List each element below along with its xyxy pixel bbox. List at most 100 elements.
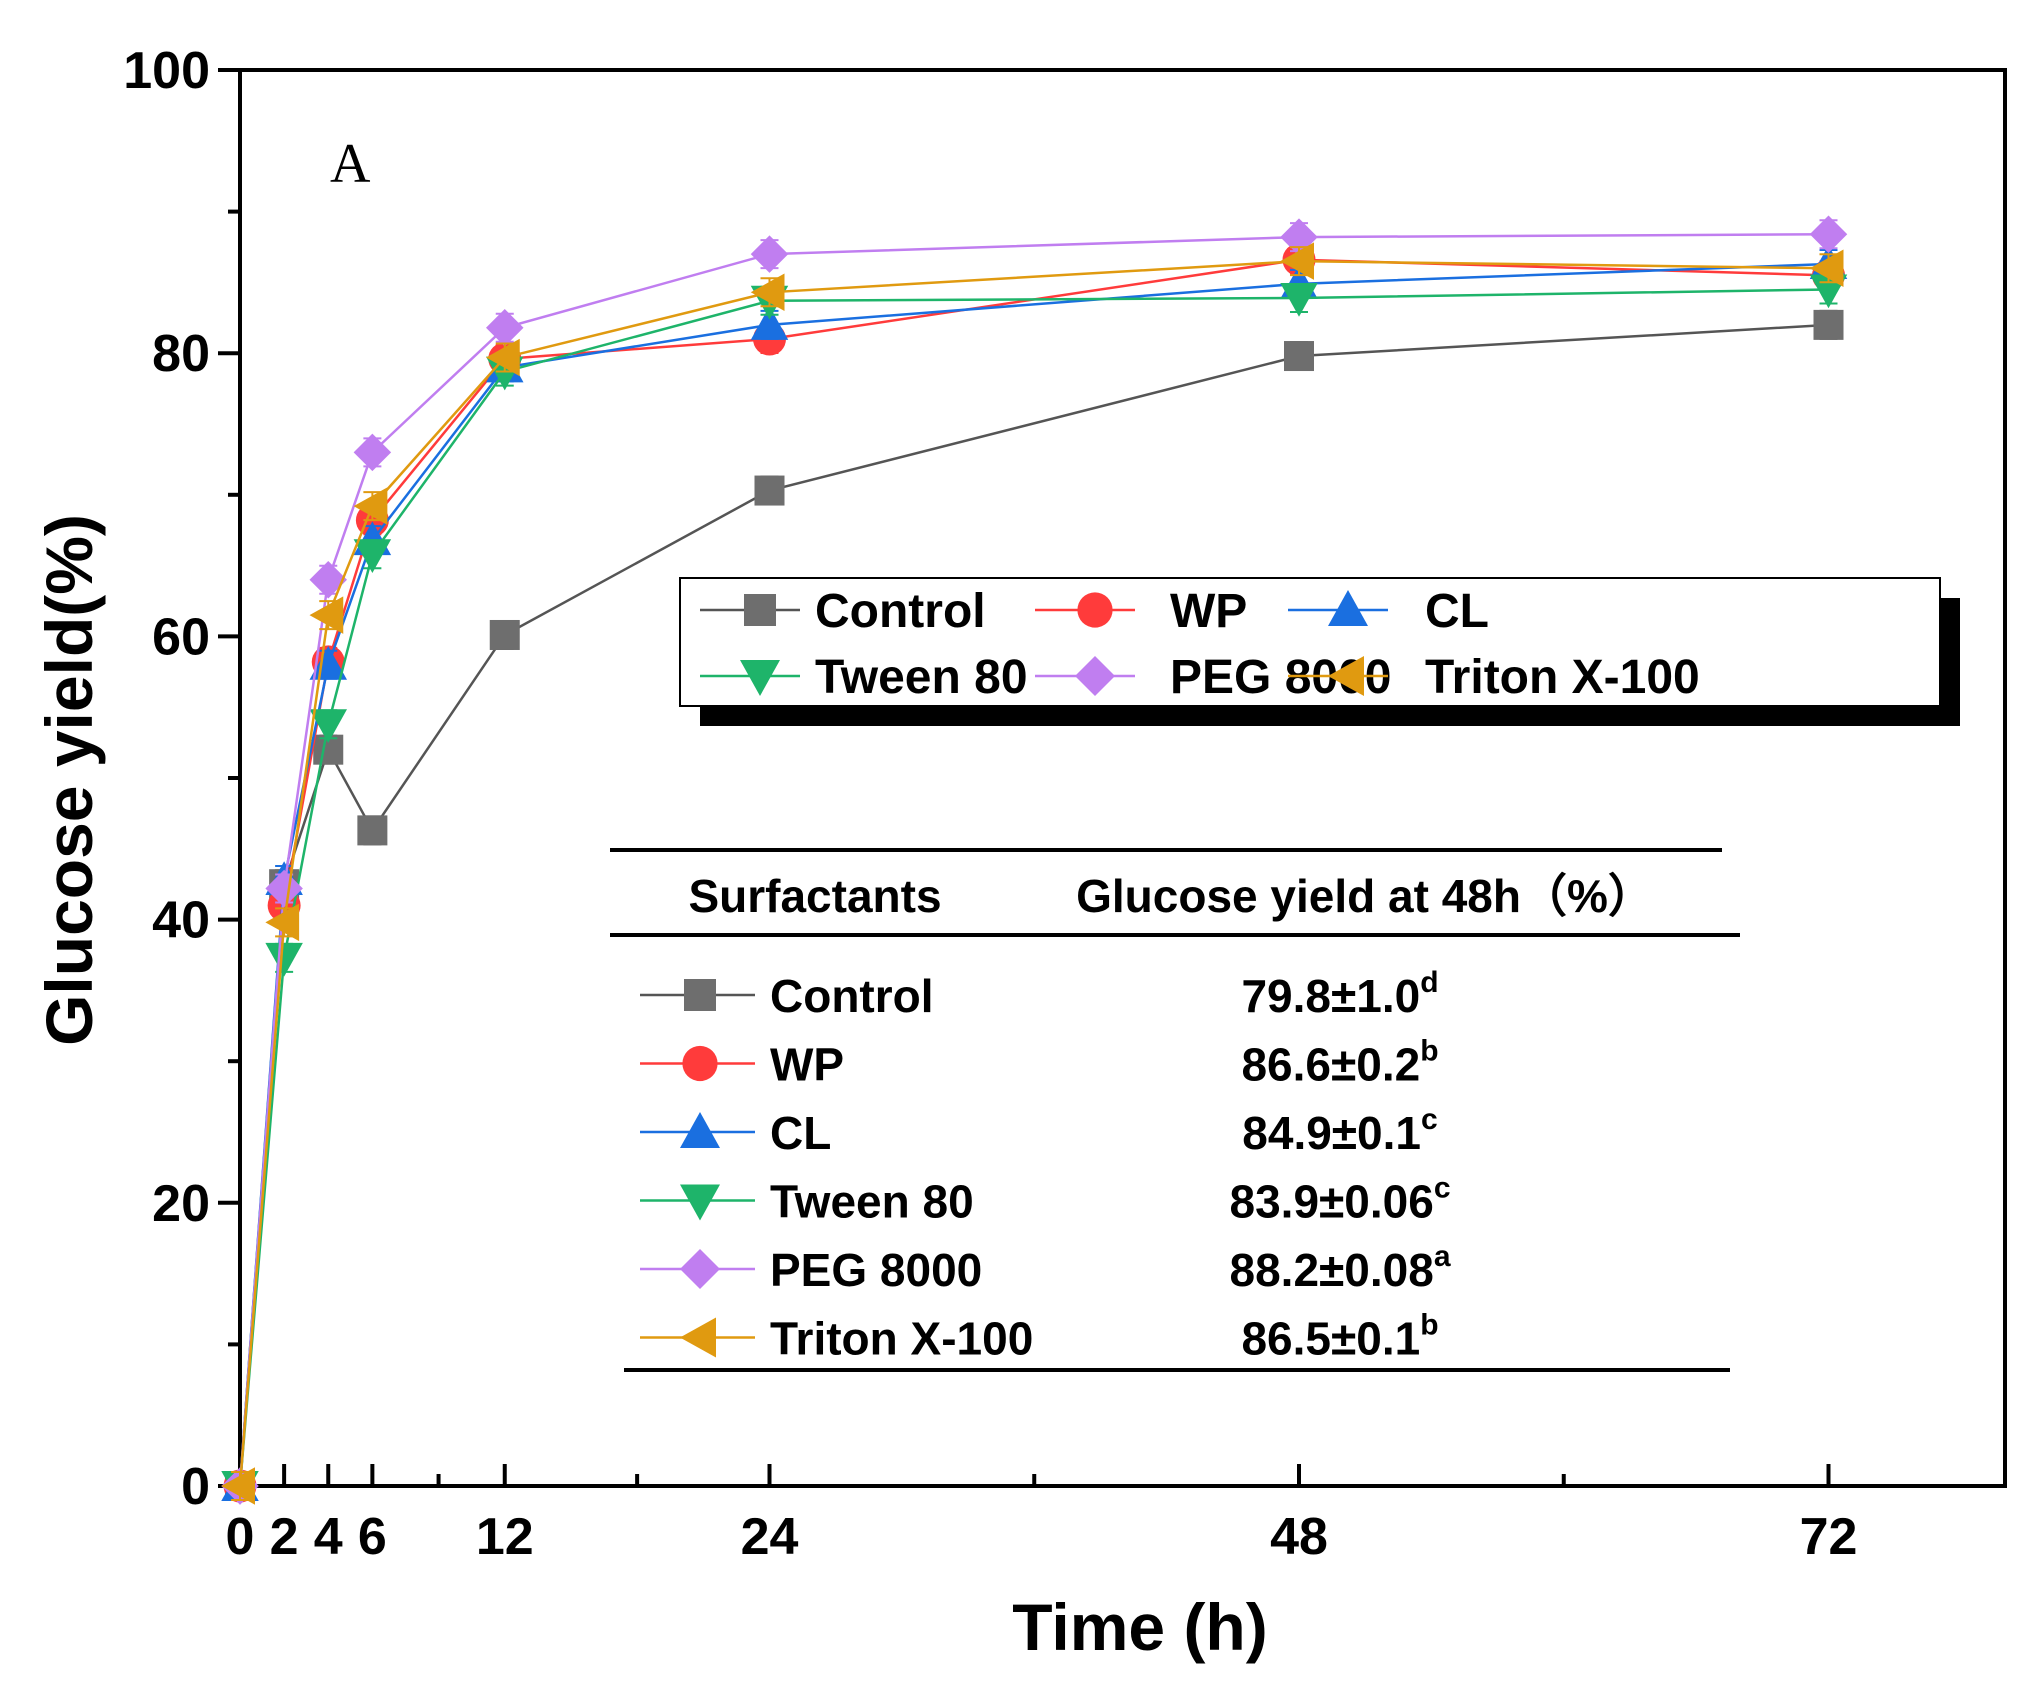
data-point: [353, 487, 388, 525]
legend-item: CL: [1288, 585, 1489, 638]
data-point: [1809, 249, 1844, 287]
data-point: [265, 942, 303, 977]
data-point: [486, 338, 520, 377]
table-row: WP 86.6±0.2b: [640, 1035, 1439, 1091]
data-point: [1284, 341, 1314, 372]
data-point: [1280, 282, 1318, 317]
series-triton-x-100: [221, 242, 1844, 1505]
table-row-name: WP: [770, 1039, 844, 1091]
data-point: [357, 815, 388, 846]
data-point: [265, 869, 303, 908]
y-tick-label: 60: [152, 608, 210, 666]
table-row-value: 79.8±1.0d: [1241, 966, 1438, 1022]
legend-label: CL: [1425, 585, 1489, 638]
legend-marker: [1328, 590, 1368, 626]
table-row-value: 88.2±0.08a: [1230, 1240, 1451, 1296]
data-point: [754, 475, 785, 506]
legend-item: WP: [1035, 585, 1247, 638]
table-row-significance: c: [1421, 1103, 1438, 1136]
legend-item: Triton X-100: [1288, 651, 1700, 704]
table-row-value-text: 83.9±0.06: [1230, 1176, 1434, 1228]
table-row-value: 86.6±0.2b: [1241, 1035, 1438, 1091]
table-row-name: CL: [770, 1107, 831, 1159]
data-point: [309, 709, 347, 743]
legend-item: Control: [700, 585, 986, 638]
y-tick-label: 20: [152, 1175, 210, 1233]
x-tick-label: 6: [358, 1508, 387, 1566]
x-tick-label: 12: [476, 1508, 534, 1566]
table-row: Control 79.8±1.0d: [640, 966, 1439, 1022]
data-point: [265, 903, 300, 942]
y-tick-label: 0: [181, 1458, 210, 1516]
data-point: [486, 308, 524, 347]
table-row-marker: [682, 1045, 718, 1082]
table-row: Tween 80 83.9±0.06c: [640, 1172, 1451, 1228]
plot-frame: [238, 68, 2007, 1488]
table-row-name: Triton X-100: [770, 1313, 1033, 1365]
legend-label: Tween 80: [815, 651, 1028, 704]
table-row-value: 84.9±0.1c: [1242, 1103, 1437, 1159]
x-tick-label: 24: [741, 1508, 799, 1566]
legend-label: Triton X-100: [1425, 651, 1700, 704]
legend-marker: [744, 594, 776, 626]
table-row-marker: [680, 1249, 720, 1289]
y-axis-title: Glucose yield(%): [32, 514, 106, 1046]
legend-frame: [679, 577, 1941, 707]
x-tick-label: 48: [1270, 1508, 1328, 1566]
table-row-significance: c: [1434, 1172, 1451, 1205]
table-row-value-text: 86.6±0.2: [1241, 1039, 1420, 1091]
data-point: [750, 235, 789, 273]
table-row-value: 86.5±0.1b: [1241, 1309, 1438, 1365]
table-row-significance: b: [1420, 1035, 1438, 1068]
table-row-marker: [684, 979, 716, 1011]
series-layer: [221, 215, 1848, 1505]
x-tick-label: 2: [270, 1508, 299, 1566]
data-point: [1280, 242, 1314, 280]
table-row-value-text: 88.2±0.08: [1230, 1244, 1434, 1296]
table-row-marker: [680, 1184, 720, 1221]
legend-marker: [1075, 656, 1115, 696]
table-row-name: PEG 8000: [770, 1244, 982, 1296]
table-row-value-text: 84.9±0.1: [1242, 1107, 1421, 1159]
table-row-marker: [680, 1317, 716, 1358]
x-tick-label: 0: [226, 1508, 255, 1566]
table-row-significance: a: [1434, 1240, 1451, 1273]
x-axis-title: Time (h): [1012, 1590, 1267, 1664]
table-row-significance: b: [1420, 1309, 1438, 1342]
legend-marker: [1077, 592, 1113, 628]
x-tick-label: 72: [1800, 1508, 1858, 1566]
y-tick-label: 100: [123, 42, 210, 100]
x-tick-label: 4: [314, 1508, 343, 1566]
legend-marker: [740, 660, 780, 696]
legend-marker: [1328, 656, 1364, 696]
legend-label: WP: [1170, 585, 1247, 638]
data-point: [750, 273, 785, 312]
table-header-surfactants: Surfactants: [688, 870, 941, 922]
data-point: [353, 433, 392, 472]
table-row: Triton X-100 86.5±0.1b: [640, 1309, 1439, 1365]
data-point: [221, 1467, 255, 1505]
table-header-yield: Glucose yield at 48h（%）: [1076, 870, 1654, 922]
data-point: [309, 645, 347, 680]
data-point: [750, 306, 789, 340]
legend-item: Tween 80: [700, 651, 1028, 704]
data-point: [1813, 309, 1844, 340]
data-point: [1809, 215, 1848, 254]
series-line: [238, 233, 1829, 1487]
legend-label: Control: [815, 585, 986, 638]
series-line: [238, 259, 1829, 1487]
table-row: PEG 8000 88.2±0.08a: [640, 1240, 1451, 1296]
table-row-significance: d: [1420, 966, 1438, 999]
table-row-name: Tween 80: [770, 1176, 974, 1228]
table-row: CL 84.9±0.1c: [640, 1103, 1438, 1159]
table-row-value: 83.9±0.06c: [1230, 1172, 1451, 1228]
table-row-name: Control: [770, 970, 934, 1022]
data-point: [489, 619, 520, 650]
y-tick-label: 80: [152, 325, 210, 383]
table-row-value-text: 86.5±0.1: [1241, 1313, 1420, 1365]
panel-label: A: [330, 133, 371, 195]
table-row-marker: [680, 1112, 720, 1148]
